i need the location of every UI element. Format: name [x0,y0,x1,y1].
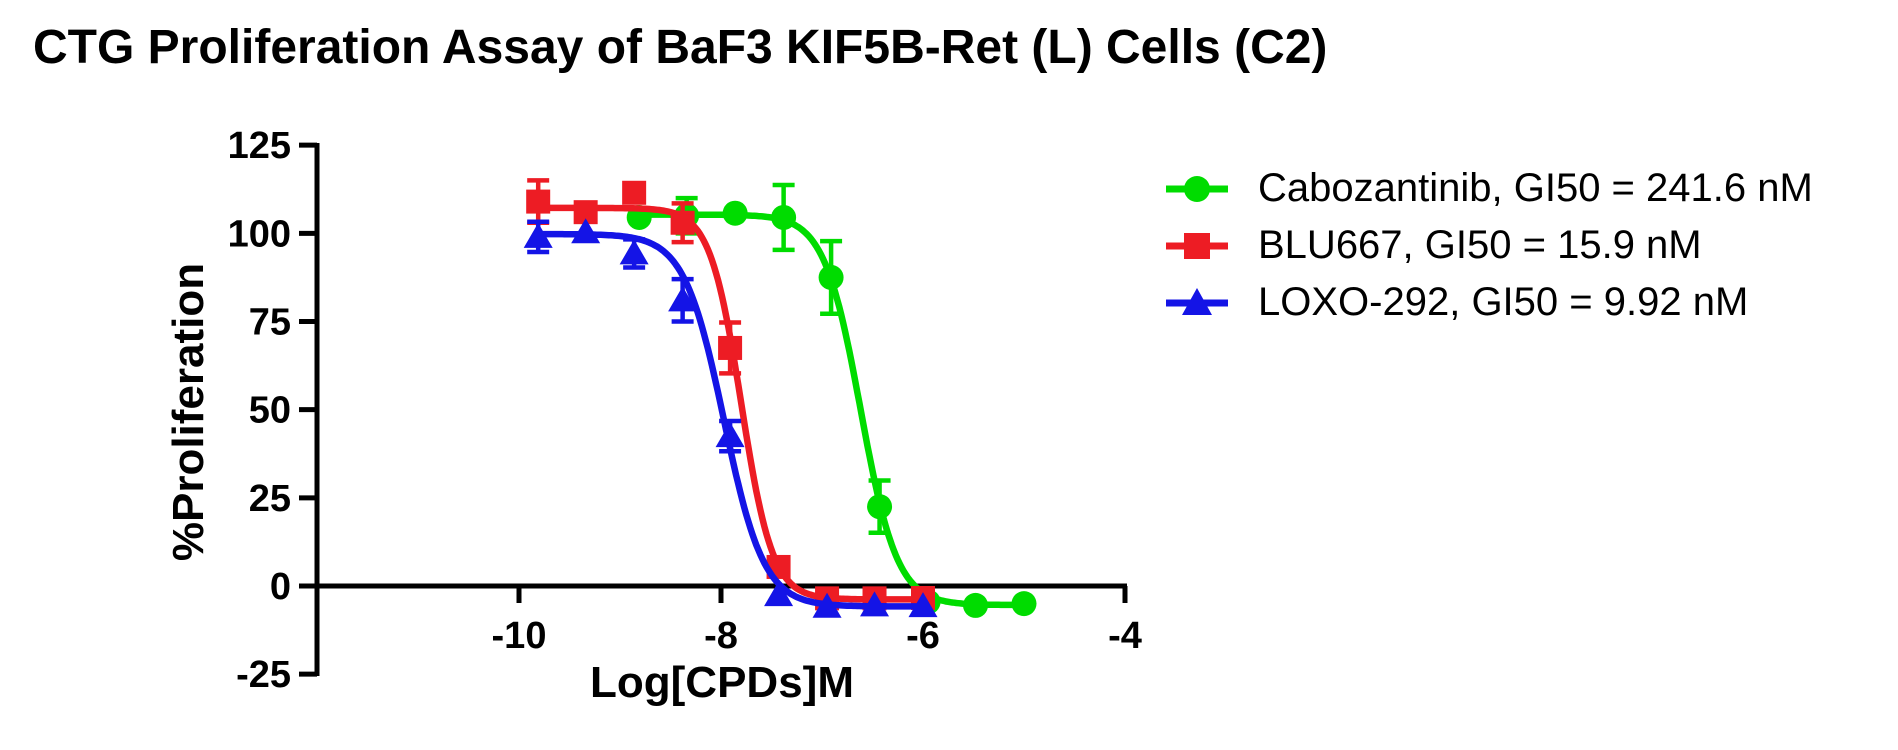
legend-item-BLU667: BLU667, GI50 = 15.9 nM [1166,217,1813,274]
data-point [963,592,989,618]
y-tick-label: 100 [228,213,291,255]
data-point [526,189,551,214]
legend-marker-circle-icon [1166,175,1228,202]
data-point [867,494,893,520]
series-LOXO-292 [523,218,938,618]
legend-item-LOXO-292: LOXO-292, GI50 = 9.92 nM [1166,274,1813,331]
x-tick-label: -6 [906,615,940,657]
data-point [523,222,553,248]
data-point [1011,591,1037,617]
data-point [908,592,938,618]
data-point [764,581,794,607]
data-point [718,335,743,360]
data-point [622,180,647,205]
y-axis-title: %Proliferation [164,263,213,561]
x-tick-label: -10 [492,615,547,657]
y-tick-label: 0 [270,566,291,608]
series-Cabozantinib [626,182,1037,618]
legend-label: BLU667, GI50 = 15.9 nM [1258,223,1702,267]
legend-label: LOXO-292, GI50 = 9.92 nM [1258,280,1749,324]
legend-marker-square-icon [1166,232,1228,259]
legend: Cabozantinib, GI50 = 241.6 nM BLU667, GI5… [1166,160,1813,331]
data-point [571,218,601,244]
y-tick-label: 25 [249,478,291,520]
y-tick-label: 50 [249,390,291,432]
legend-item-Cabozantinib: Cabozantinib, GI50 = 241.6 nM [1166,160,1813,217]
y-tick-label: 125 [228,125,291,167]
series-BLU667 [526,178,935,611]
chart-title: CTG Proliferation Assay of BaF3 KIF5B-Re… [33,21,1328,74]
data-point [818,264,844,290]
y-tick-label: -25 [236,654,291,696]
data-point [668,286,698,312]
legend-marker-triangle-icon [1166,287,1228,315]
data-point [619,239,649,265]
data-point [771,204,797,230]
x-tick-label: -8 [704,615,738,657]
data-point [812,592,842,618]
fit-curve [534,204,926,603]
legend-label: Cabozantinib, GI50 = 241.6 nM [1258,166,1813,210]
y-tick-label: 75 [249,301,291,343]
x-axis-title: Log[CPDs]M [590,658,854,707]
data-point [715,422,745,448]
data-point [860,591,890,617]
x-tick-label: -4 [1108,615,1142,657]
data-point [722,200,748,226]
data-point [670,210,695,235]
